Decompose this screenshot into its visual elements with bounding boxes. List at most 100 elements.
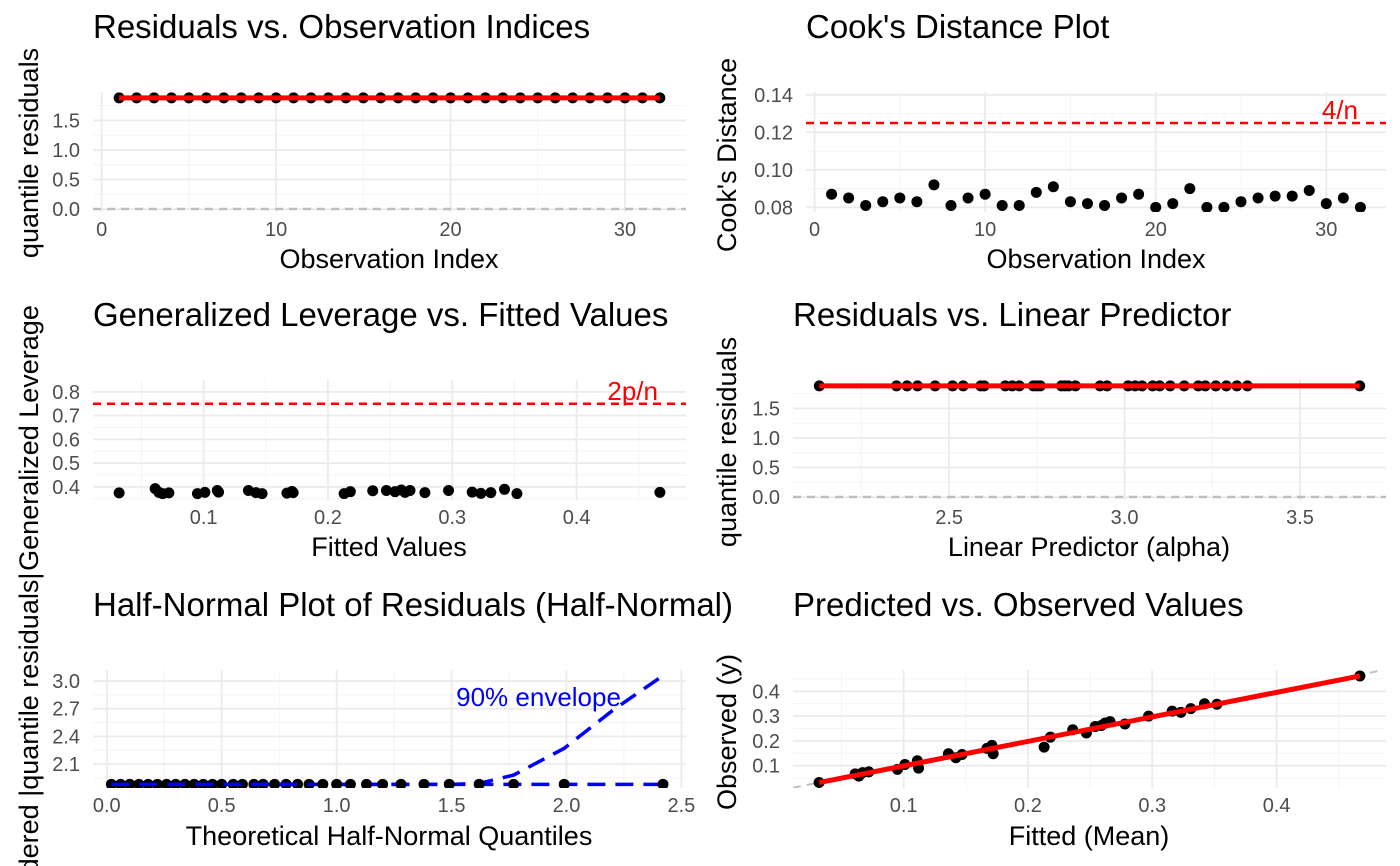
x-tick-label: 0.4 bbox=[1263, 795, 1291, 817]
x-tick-label: 10 bbox=[265, 219, 287, 241]
data-point bbox=[1047, 181, 1059, 193]
panel-title: Half-Normal Plot of Residuals (Half-Norm… bbox=[93, 586, 733, 623]
data-point bbox=[443, 484, 455, 496]
data-point bbox=[1081, 198, 1093, 210]
x-tick-label: 1.0 bbox=[323, 795, 351, 817]
y-tick-label: 0.5 bbox=[52, 169, 80, 191]
data-point bbox=[473, 778, 485, 788]
predicted-vs-observed-panel: Predicted vs. Observed Values Fitted (Me… bbox=[712, 586, 1386, 851]
grid bbox=[806, 92, 1386, 212]
data-point bbox=[654, 486, 666, 498]
data-point bbox=[1167, 198, 1179, 210]
x-tick-label: 0.4 bbox=[563, 507, 591, 529]
y-tick-label: 1.5 bbox=[752, 398, 780, 420]
data-area: 2p/n bbox=[93, 380, 686, 500]
data-point bbox=[945, 199, 957, 211]
data-point bbox=[1150, 201, 1162, 212]
data-point bbox=[380, 484, 392, 496]
y-tick-label: 2.4 bbox=[52, 726, 80, 748]
data-point bbox=[361, 778, 373, 788]
x-tick-label: 0.2 bbox=[314, 507, 342, 529]
data-point bbox=[1184, 183, 1196, 195]
y-axis-title: quantile residuals bbox=[14, 48, 44, 258]
data-area bbox=[93, 92, 686, 211]
data-point bbox=[1286, 190, 1298, 202]
data-point bbox=[1116, 192, 1128, 204]
y-tick-label: 0.14 bbox=[754, 85, 793, 107]
panel-title: Generalized Leverage vs. Fitted Values bbox=[93, 296, 668, 333]
data-area bbox=[793, 670, 1384, 788]
data-point bbox=[269, 778, 281, 788]
data-point bbox=[498, 483, 510, 495]
panel-title: Cook's Distance Plot bbox=[806, 8, 1109, 45]
y-tick-label: 0.08 bbox=[754, 197, 793, 219]
data-point bbox=[1337, 192, 1349, 204]
y-tick-label: 3.0 bbox=[52, 671, 80, 693]
envelope-upper-line bbox=[111, 674, 665, 787]
data-point bbox=[877, 196, 889, 208]
y-tick-label: 0.1 bbox=[752, 756, 780, 778]
data-point bbox=[367, 485, 379, 497]
y-tick-label: 1.0 bbox=[52, 140, 80, 162]
data-point bbox=[1099, 199, 1111, 211]
y-tick-label: 0.4 bbox=[752, 681, 780, 703]
data-point bbox=[826, 188, 838, 200]
data-point bbox=[1064, 196, 1076, 208]
data-point bbox=[1133, 188, 1145, 200]
x-tick-label: 0.2 bbox=[1014, 795, 1042, 817]
x-axis-title: Linear Predictor (alpha) bbox=[948, 532, 1230, 562]
x-tick-label: 30 bbox=[614, 219, 636, 241]
x-tick-label: 3.5 bbox=[1286, 507, 1314, 529]
y-tick-label: 1.0 bbox=[752, 428, 780, 450]
x-axis-title: Theoretical Half-Normal Quantiles bbox=[186, 821, 593, 851]
data-point bbox=[344, 486, 356, 498]
data-point bbox=[1354, 201, 1366, 212]
data-point bbox=[475, 487, 487, 499]
data-point bbox=[163, 487, 175, 499]
x-tick-label: 2.5 bbox=[935, 507, 963, 529]
x-axis-title: Fitted Values bbox=[311, 532, 467, 562]
y-tick-label: 2.7 bbox=[52, 699, 80, 721]
data-point bbox=[911, 196, 923, 208]
y-axis-title: Observed (y) bbox=[712, 654, 742, 810]
data-point bbox=[1218, 201, 1230, 212]
y-tick-label: 0.0 bbox=[52, 199, 80, 221]
data-area: 4/n bbox=[806, 95, 1386, 212]
y-axis-title: Ordered |quantile residuals| bbox=[14, 573, 44, 866]
y-axis-title: Generalized Leverage bbox=[14, 305, 44, 571]
data-point bbox=[979, 188, 991, 200]
x-tick-label: 0.1 bbox=[190, 507, 218, 529]
x-tick-label: 0 bbox=[96, 219, 107, 241]
data-point bbox=[508, 778, 520, 788]
data-point bbox=[1038, 741, 1050, 753]
residuals-vs-index-panel: Residuals vs. Observation Indices Observ… bbox=[14, 8, 686, 274]
data-area: 90% envelope bbox=[105, 674, 669, 788]
x-tick-label: 3.0 bbox=[1111, 507, 1139, 529]
data-point bbox=[344, 778, 356, 788]
data-point bbox=[466, 486, 478, 498]
data-point bbox=[843, 192, 855, 204]
grid bbox=[793, 380, 1386, 500]
residuals-vs-linear-predictor-panel: Residuals vs. Linear Predictor Linear Pr… bbox=[712, 296, 1386, 562]
data-point bbox=[962, 192, 974, 204]
x-axis-title: Observation Index bbox=[279, 244, 499, 274]
threshold-label: 4/n bbox=[1322, 95, 1358, 125]
x-tick-label: 0.3 bbox=[438, 507, 466, 529]
y-tick-label: 0.0 bbox=[752, 487, 780, 509]
data-point bbox=[287, 487, 299, 499]
y-tick-label: 2.1 bbox=[52, 754, 80, 776]
data-point bbox=[657, 778, 669, 788]
data-points bbox=[826, 179, 1366, 212]
panel-title: Residuals vs. Observation Indices bbox=[93, 8, 590, 45]
x-tick-label: 0.3 bbox=[1138, 795, 1166, 817]
data-point bbox=[213, 486, 225, 498]
y-tick-label: 0.3 bbox=[752, 706, 780, 728]
data-point bbox=[928, 179, 940, 191]
y-tick-label: 0.10 bbox=[754, 160, 793, 182]
data-point bbox=[113, 487, 125, 499]
x-tick-label: 30 bbox=[1315, 219, 1337, 241]
data-area bbox=[793, 380, 1386, 499]
x-tick-label: 20 bbox=[439, 219, 461, 241]
x-tick-label: 0 bbox=[809, 219, 820, 241]
